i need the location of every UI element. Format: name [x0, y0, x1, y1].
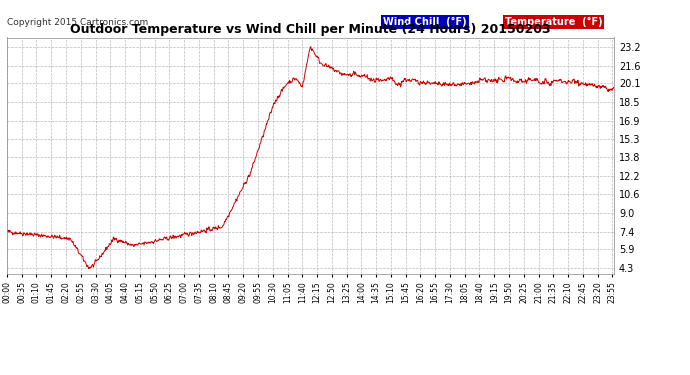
Text: Copyright 2015 Cartronics.com: Copyright 2015 Cartronics.com	[7, 18, 148, 27]
Text: Wind Chill  (°F): Wind Chill (°F)	[384, 17, 467, 27]
Text: Temperature  (°F): Temperature (°F)	[505, 17, 602, 27]
Title: Outdoor Temperature vs Wind Chill per Minute (24 Hours) 20150203: Outdoor Temperature vs Wind Chill per Mi…	[70, 23, 551, 36]
